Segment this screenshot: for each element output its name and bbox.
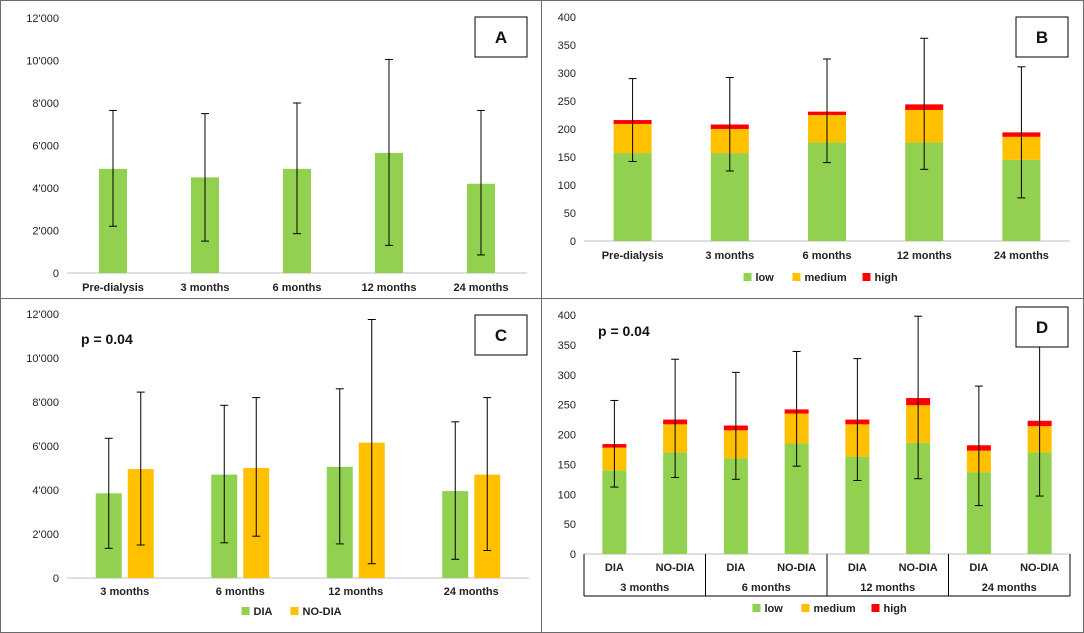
legend-label-medium: medium	[805, 272, 847, 284]
x-subcategory-label: DIA	[969, 562, 988, 574]
x-tick-label: 3 months	[181, 282, 230, 294]
y-tick-label: 200	[558, 124, 576, 136]
legend-label-dia: DIA	[254, 606, 273, 618]
y-tick-label: 250	[558, 400, 576, 412]
x-tick-label: 6 months	[803, 250, 852, 262]
legend-swatch-medium	[792, 273, 801, 281]
panel-a: 0 2'000 4'000 6'000 8'000 10'000 12'000 Pre-dia…	[0, 0, 543, 300]
panel-d: 0 50 100 150 200 250 300 350 400 p = 0.04 DIA NO-DI…	[541, 298, 1084, 633]
panel-letter: A	[495, 28, 507, 47]
y-tick-label: 250	[558, 96, 576, 108]
x-tick-label: 12 months	[361, 282, 416, 294]
y-tick-label: 400	[558, 12, 576, 24]
x-subcategory-label: NO-DIA	[899, 562, 938, 574]
y-tick-label: 100	[558, 489, 576, 501]
x-tick-label: 6 months	[216, 586, 265, 598]
y-tick-label: 12'000	[26, 13, 59, 25]
x-subcategory-label: DIA	[848, 562, 867, 574]
p-value-label: p = 0.04	[598, 323, 650, 339]
x-group-label: 3 months	[620, 582, 669, 594]
chart-c-svg: 0 2'000 4'000 6'000 8'000 10'000 12'000 p = 0.0…	[26, 309, 529, 618]
panel-letter: D	[1036, 318, 1048, 337]
y-tick-label: 0	[53, 268, 59, 280]
y-tick-label: 150	[558, 152, 576, 164]
panel-letter-box	[474, 16, 528, 58]
y-tick-label: 200	[558, 430, 576, 442]
x-subcategory-label: DIA	[726, 562, 745, 574]
panel-c: 0 2'000 4'000 6'000 8'000 10'000 12'000 p = 0.0…	[0, 298, 543, 633]
x-tick-label: 12 months	[897, 250, 952, 262]
legend-label-low: low	[765, 603, 784, 615]
panel-letter: C	[495, 326, 507, 345]
x-subcategory-label: NO-DIA	[777, 562, 816, 574]
x-tick-label: Pre-dialysis	[602, 250, 664, 262]
y-tick-label: 0	[570, 236, 576, 248]
x-tick-label: Pre-dialysis	[82, 282, 144, 294]
legend-swatch-high	[862, 273, 871, 281]
chart-b-svg: 0 50 100 150 200 250 300 350 400 Pre-dialysis 3 mo…	[558, 12, 1070, 284]
x-tick-label: 3 months	[100, 586, 149, 598]
y-tick-label: 12'000	[26, 309, 59, 321]
y-tick-label: 0	[570, 549, 576, 561]
x-tick-label: 24 months	[444, 586, 499, 598]
x-tick-label: 12 months	[328, 586, 383, 598]
legend-label-no-dia: NO-DIA	[303, 606, 342, 618]
legend-label-medium: medium	[814, 603, 856, 615]
legend-swatch-dia	[241, 607, 250, 615]
y-tick-label: 350	[558, 340, 576, 352]
legend-label-high: high	[884, 603, 907, 615]
panel-letter-box	[474, 314, 528, 356]
x-tick-label: 24 months	[994, 250, 1049, 262]
y-tick-label: 300	[558, 370, 576, 382]
bar-segment-low	[613, 153, 652, 241]
legend-swatch-high	[871, 604, 880, 612]
x-tick-label: 24 months	[453, 282, 508, 294]
y-tick-label: 50	[564, 208, 576, 220]
legend-swatch-low	[752, 604, 761, 612]
y-tick-label: 50	[564, 519, 576, 531]
p-value-label: p = 0.04	[81, 331, 133, 347]
panel-letter-box	[1015, 16, 1069, 58]
y-tick-label: 0	[53, 573, 59, 585]
y-tick-label: 300	[558, 68, 576, 80]
y-tick-label: 350	[558, 40, 576, 52]
x-subcategory-label: DIA	[605, 562, 624, 574]
y-tick-label: 6'000	[32, 441, 59, 453]
y-tick-label: 6'000	[32, 141, 59, 153]
x-group-label: 24 months	[982, 582, 1037, 594]
x-group-label: 12 months	[860, 582, 915, 594]
x-tick-label: 6 months	[273, 282, 322, 294]
chart-a-svg: 0 2'000 4'000 6'000 8'000 10'000 12'000 Pre-dia…	[26, 13, 528, 294]
y-tick-label: 150	[558, 459, 576, 471]
legend-label-low: low	[756, 272, 775, 284]
x-group-label: 6 months	[742, 582, 791, 594]
legend-swatch-medium	[801, 604, 810, 612]
y-tick-label: 4'000	[32, 485, 59, 497]
y-tick-label: 8'000	[32, 98, 59, 110]
x-subcategory-label: NO-DIA	[1020, 562, 1059, 574]
panel-letter: B	[1036, 28, 1048, 47]
legend-swatch-low	[743, 273, 752, 281]
legend-label-high: high	[875, 272, 898, 284]
y-tick-label: 400	[558, 310, 576, 322]
y-tick-label: 8'000	[32, 397, 59, 409]
y-tick-label: 2'000	[32, 226, 59, 238]
x-tick-label: 3 months	[705, 250, 754, 262]
panel-b: 0 50 100 150 200 250 300 350 400 Pre-dialysis 3 mo…	[541, 0, 1084, 300]
legend-swatch-no-dia	[290, 607, 299, 615]
chart-d-svg: 0 50 100 150 200 250 300 350 400 p = 0.04 DIA NO-DI…	[558, 306, 1071, 615]
panel-letter-box	[1015, 306, 1069, 348]
y-tick-label: 100	[558, 180, 576, 192]
y-tick-label: 2'000	[32, 529, 59, 541]
y-tick-label: 4'000	[32, 183, 59, 195]
y-tick-label: 10'000	[26, 56, 59, 68]
y-tick-label: 10'000	[26, 353, 59, 365]
x-subcategory-label: NO-DIA	[656, 562, 695, 574]
